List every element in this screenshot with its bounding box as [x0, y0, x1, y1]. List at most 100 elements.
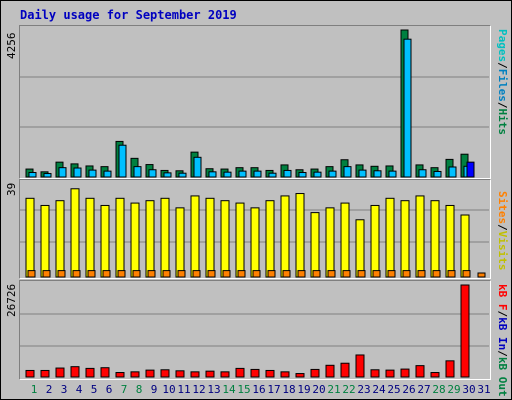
x-tick-label: 17	[267, 383, 281, 396]
visits-bar	[55, 200, 65, 278]
visits-bar	[70, 188, 80, 278]
x-tick-label: 2	[45, 383, 53, 396]
files-bar	[148, 169, 157, 178]
sites-bar	[357, 270, 366, 278]
x-tick-label: 28	[432, 383, 446, 396]
files-bar	[373, 170, 382, 178]
files-bar	[298, 172, 307, 178]
x-tick-label: 21	[327, 383, 341, 396]
x-tick-label: 11	[177, 383, 191, 396]
x-tick-label: 22	[342, 383, 356, 396]
x-tick-label: 15	[237, 383, 251, 396]
files-bar	[163, 172, 172, 178]
sites-bar	[222, 270, 231, 278]
sites-bar	[282, 270, 291, 278]
visits-bar	[385, 197, 395, 278]
sites-bar	[192, 270, 201, 278]
x-tick-label: 27	[417, 383, 431, 396]
files-bar	[328, 170, 337, 178]
visits-bar	[100, 204, 110, 278]
visits-bar	[445, 204, 455, 278]
x-tick-label: 12	[192, 383, 206, 396]
visits-bar	[235, 202, 245, 278]
visits-bar	[25, 197, 35, 278]
kbytes-bar	[250, 368, 260, 378]
kbytes-bar	[235, 367, 245, 378]
files-bar	[28, 172, 37, 178]
kbytes-bar	[355, 354, 365, 378]
sites-bar	[252, 270, 261, 278]
files-bar	[433, 170, 442, 178]
sites-bar	[402, 270, 411, 278]
x-tick-label: 31	[477, 383, 491, 396]
visits-bar	[190, 195, 200, 278]
kbytes-bar	[205, 370, 215, 378]
x-tick-label: 16	[252, 383, 266, 396]
files-bar	[268, 172, 277, 178]
visits-bar	[325, 207, 335, 278]
x-tick-label: 30	[462, 383, 476, 396]
files-bar	[253, 170, 262, 178]
files-bar	[58, 167, 67, 178]
visits-bar	[265, 200, 275, 278]
kbytes-bar	[295, 373, 305, 378]
visits-bar	[145, 200, 155, 278]
visits-bar	[85, 197, 95, 278]
sites-bar	[477, 272, 486, 278]
x-tick-label: 4	[75, 383, 83, 396]
files-bar	[73, 167, 82, 178]
files-bar	[388, 170, 397, 178]
files-bar	[358, 169, 367, 178]
visits-bar	[220, 200, 230, 278]
x-tick-label: 6	[105, 383, 113, 396]
x-tick-label: 8	[135, 383, 143, 396]
visits-bar	[340, 202, 350, 278]
sites-bar	[462, 270, 471, 278]
x-tick-label: 24	[372, 383, 386, 396]
x-tick-label: 3	[60, 383, 68, 396]
kbytes-bar	[310, 368, 320, 378]
kbytes-bar	[25, 369, 35, 378]
kbytes-bar	[325, 364, 335, 378]
x-tick-label: 19	[297, 383, 311, 396]
x-axis-labels: 1 2 3 4 5 6 7 8 9 10 11 12 13 14 15 16 17 18 19 20 21 22 23 24 2…	[1, 383, 512, 397]
visits-bar	[460, 214, 470, 278]
sites-bar	[177, 270, 186, 278]
hits-panel	[19, 25, 491, 179]
visits-bar	[415, 195, 425, 278]
kbytes-bar	[340, 362, 350, 378]
sites-bar	[147, 270, 156, 278]
visits-bar	[205, 197, 215, 278]
files-bar	[238, 170, 247, 178]
files-bar	[403, 38, 412, 178]
kbytes-bar	[160, 369, 170, 378]
x-tick-label: 26	[402, 383, 416, 396]
kbytes-bar	[430, 372, 440, 378]
sites-bar	[432, 270, 441, 278]
kbytes-bar	[400, 368, 410, 378]
x-tick-label: 13	[207, 383, 221, 396]
chart-title: Daily usage for September 2019	[20, 8, 237, 22]
sites-bar	[207, 270, 216, 278]
files-bar	[223, 171, 232, 178]
files-bar	[43, 173, 52, 178]
files-bar	[118, 144, 127, 178]
sites-bar	[372, 270, 381, 278]
x-tick-label: 7	[120, 383, 128, 396]
x-tick-label: 5	[90, 383, 98, 396]
sites-bar	[132, 270, 141, 278]
visits-bar	[160, 197, 170, 278]
visits-bar	[370, 204, 380, 278]
files-bar	[178, 172, 187, 178]
sites-bar	[327, 270, 336, 278]
files-bar	[343, 166, 352, 178]
visits-bar	[280, 195, 290, 278]
sites-bar	[87, 270, 96, 278]
x-tick-label: 23	[357, 383, 371, 396]
sites-bar	[387, 270, 396, 278]
visits-bar	[40, 204, 50, 278]
kbytes-bar	[145, 369, 155, 378]
kbytes-bar	[175, 370, 185, 378]
sites-bar	[312, 270, 321, 278]
